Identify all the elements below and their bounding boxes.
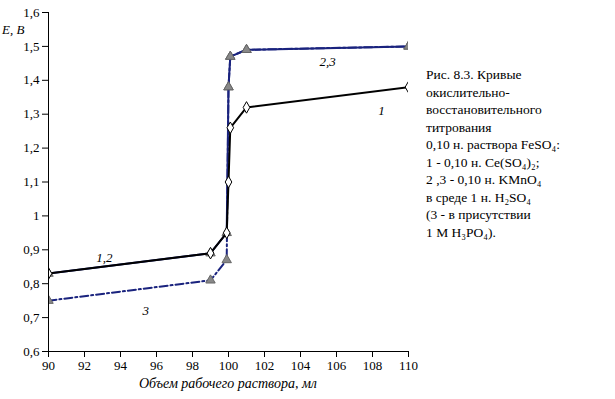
html-text:2 ,3 - 0,10 н. KMnO₄: 2 ,3 - 0,10 н. KMnO₄: [426, 172, 542, 187]
svg-text:0,7: 0,7: [23, 310, 40, 325]
svg-text:100: 100: [219, 358, 239, 373]
svg-text:0,8: 0,8: [23, 276, 39, 291]
svg-text:2,3: 2,3: [319, 54, 336, 69]
svg-text:104: 104: [291, 358, 311, 373]
svg-text:0,9: 0,9: [23, 242, 39, 257]
svg-text:1,6: 1,6: [23, 5, 40, 20]
svg-text:1,2: 1,2: [23, 140, 39, 155]
html-text:1 - 0,10 н. Ce(SO₄)₂;: 1 - 0,10 н. Ce(SO₄)₂;: [426, 154, 540, 170]
svg-text:98: 98: [186, 358, 199, 373]
svg-text:106: 106: [327, 358, 347, 373]
svg-text:1,2: 1,2: [96, 250, 113, 265]
svg-text:96: 96: [150, 358, 164, 373]
svg-text:3: 3: [141, 303, 149, 318]
svg-text:1: 1: [33, 208, 40, 223]
html-text:в среде 1 н. H₂SO₄: в среде 1 н. H₂SO₄: [426, 189, 532, 205]
html-text:восстановительного: восстановительного: [426, 102, 542, 117]
html-text:Объем рабочего раствора, мл: Объем рабочего раствора, мл: [139, 376, 317, 391]
svg-text:94: 94: [114, 358, 128, 373]
html-text:титрования: титрования: [426, 119, 492, 135]
html-text:0,10 н. раствора FeSO₄:: 0,10 н. раствора FeSO₄:: [426, 137, 560, 152]
svg-text:92: 92: [78, 358, 91, 373]
svg-text:108: 108: [363, 358, 383, 373]
svg-text:1,3: 1,3: [23, 106, 39, 121]
svg-text:90: 90: [42, 358, 55, 373]
svg-text:0,6: 0,6: [23, 344, 40, 359]
html-text:окислительно-: окислительно-: [426, 84, 510, 100]
svg-text:1,5: 1,5: [23, 39, 39, 54]
html-text:Рис. 8.3. Кривые: Рис. 8.3. Кривые: [426, 67, 522, 82]
html-text:(3 - в присутствии: (3 - в присутствии: [426, 207, 531, 222]
svg-text:1,1: 1,1: [23, 174, 39, 189]
html-text:1 М H₃PO₄).: 1 М H₃PO₄).: [426, 224, 496, 240]
svg-text:102: 102: [255, 358, 275, 373]
svg-text:110: 110: [399, 358, 418, 373]
svg-text:1: 1: [378, 103, 385, 118]
html-text:E, В: E, В: [2, 22, 25, 37]
svg-text:1,4: 1,4: [23, 72, 40, 87]
